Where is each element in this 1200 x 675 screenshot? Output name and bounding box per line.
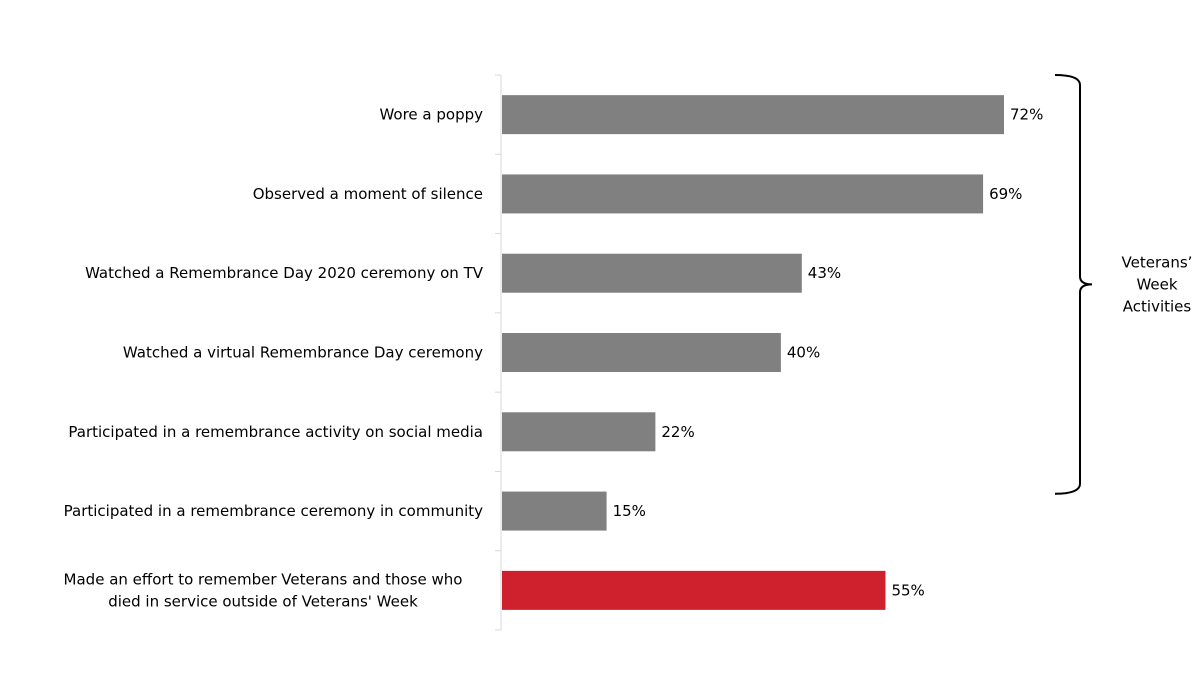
category-label: Participated in a remembrance ceremony i… bbox=[64, 502, 483, 520]
bar bbox=[502, 253, 802, 293]
bar bbox=[502, 95, 1004, 135]
bar bbox=[502, 570, 886, 610]
category-label-line: Watched a virtual Remembrance Day ceremo… bbox=[123, 344, 483, 362]
category-axis bbox=[495, 74, 502, 631]
category-label-line: Participated in a remembrance ceremony i… bbox=[64, 502, 483, 520]
category-label: Watched a Remembrance Day 2020 ceremony … bbox=[85, 264, 484, 282]
data-label: 55% bbox=[891, 581, 924, 599]
data-label: 15% bbox=[613, 502, 646, 520]
category-label-line: Wore a poppy bbox=[379, 106, 483, 124]
data-label: 72% bbox=[1010, 106, 1043, 124]
data-label: 43% bbox=[808, 264, 841, 282]
category-label-line: Participated in a remembrance activity o… bbox=[68, 423, 483, 441]
bracket-label-line: Veterans’ bbox=[1122, 253, 1193, 271]
bracket-label-line: Week bbox=[1136, 275, 1177, 293]
category-label-line: Observed a moment of silence bbox=[253, 185, 483, 203]
category-label: Watched a virtual Remembrance Day ceremo… bbox=[123, 344, 483, 362]
data-label: 40% bbox=[787, 344, 820, 362]
bar bbox=[502, 412, 656, 452]
bracket-label-line: Activities bbox=[1123, 297, 1192, 315]
category-label-line: Watched a Remembrance Day 2020 ceremony … bbox=[85, 264, 484, 282]
category-label-line: died in service outside of Veterans' Wee… bbox=[108, 592, 418, 610]
category-label: Observed a moment of silence bbox=[253, 185, 483, 203]
bar bbox=[502, 491, 607, 531]
category-label: Wore a poppy bbox=[379, 106, 483, 124]
data-label: 22% bbox=[661, 423, 694, 441]
bracket-shape bbox=[1054, 74, 1093, 495]
data-labels: 72% 69% 43% 40% 22% 15% 55% bbox=[613, 106, 1044, 600]
category-label: Made an effort to remember Veterans and … bbox=[64, 570, 463, 610]
data-label: 69% bbox=[989, 185, 1022, 203]
veterans-week-bracket: Veterans’ Week Activities bbox=[1054, 74, 1193, 495]
category-labels: Wore a poppy Observed a moment of silence… bbox=[64, 106, 484, 611]
bracket-label: Veterans’ Week Activities bbox=[1122, 253, 1193, 315]
bars bbox=[502, 95, 1004, 610]
bar bbox=[502, 333, 781, 372]
category-label: Participated in a remembrance activity o… bbox=[68, 423, 483, 441]
category-label-line: Made an effort to remember Veterans and … bbox=[64, 570, 463, 588]
bar bbox=[502, 174, 984, 214]
